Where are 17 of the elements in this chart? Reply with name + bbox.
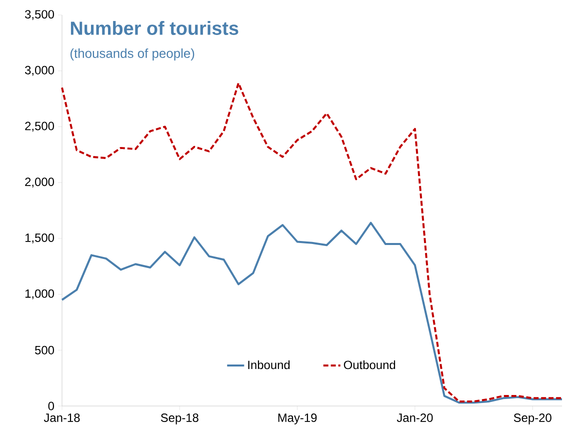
y-tick-label: 0 [48,402,54,410]
y-tick-label: 3,000 [25,66,54,76]
x-tick-label: Jan-20 [396,414,433,422]
legend-label: Inbound [248,360,290,370]
x-tick-label: Sep-20 [514,414,552,424]
x-tick-label: May-19 [278,414,317,424]
y-tick-label: 2,000 [25,178,54,188]
y-tick-label: 1,500 [25,233,54,244]
y-tick-label: 500 [35,346,54,354]
legend-label: Outbound [344,360,396,370]
y-tick-label: 2,500 [25,122,54,132]
y-tick-label: 1,000 [25,289,54,300]
x-tick-label: Sep-18 [160,414,198,424]
text: (thousands of people) [70,48,194,61]
chart-title: Number of tourists [70,21,238,35]
y-tick-label: 3,500 [25,10,54,20]
x-tick-label: Jan-18 [44,414,80,422]
